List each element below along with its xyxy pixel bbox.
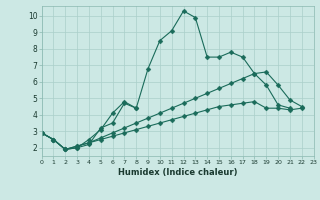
X-axis label: Humidex (Indice chaleur): Humidex (Indice chaleur)	[118, 168, 237, 177]
